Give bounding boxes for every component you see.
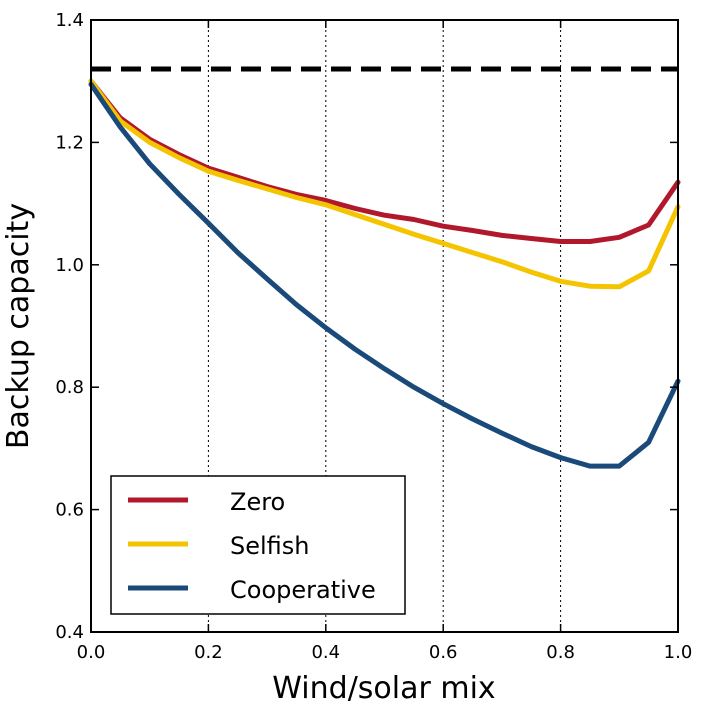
legend-label-selfish: Selfish [230, 532, 310, 560]
x-tick-label-5: 1.0 [664, 642, 693, 663]
legend-label-cooperative: Cooperative [230, 576, 376, 604]
y-axis-label: Backup capacity [1, 203, 36, 449]
series-line-cooperative [88, 81, 681, 469]
x-tick-label-3: 0.6 [429, 642, 458, 663]
y-tick-label-3: 1.0 [55, 255, 84, 276]
x-axis-label: Wind/solar mix [272, 671, 495, 705]
y-tick-label-4: 1.2 [55, 132, 84, 153]
legend: Zero Selfish Cooperative [110, 475, 406, 615]
series-line-zero [88, 78, 681, 244]
y-tick-label-0: 0.4 [55, 622, 84, 643]
x-tick-label-2: 0.4 [311, 642, 340, 663]
plot-frame [90, 19, 679, 633]
legend-label-zero: Zero [230, 488, 285, 516]
y-tick-label-5: 1.4 [55, 10, 84, 31]
x-tick-label-4: 0.8 [546, 642, 575, 663]
y-tick-label-1: 0.6 [55, 500, 84, 521]
x-tick-label-1: 0.2 [194, 642, 223, 663]
series-line-selfish [88, 78, 681, 290]
y-tick-label-2: 0.8 [55, 377, 84, 398]
x-tick-label-0: 0.0 [77, 642, 106, 663]
series-lines [88, 78, 681, 469]
axis-ticks: 0.0 0.2 0.4 0.6 0.8 1.0 0.4 0.6 0.8 1.0 1.2 1.4 [55, 10, 692, 663]
